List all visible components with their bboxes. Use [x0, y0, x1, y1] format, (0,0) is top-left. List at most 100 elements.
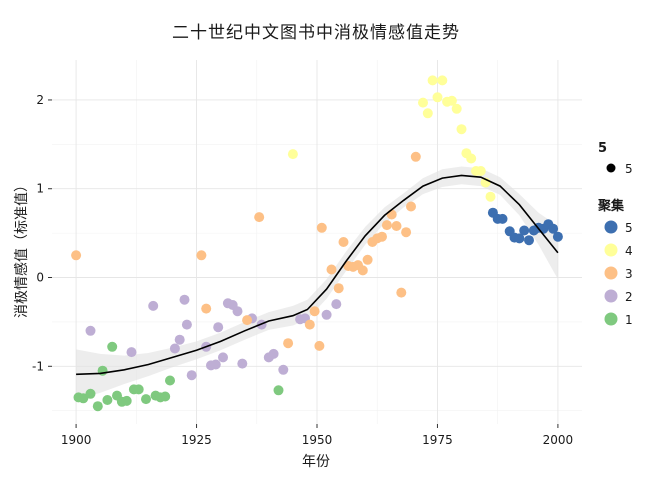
data-point-cluster-4	[418, 97, 428, 108]
data-point-cluster-3	[333, 283, 344, 294]
data-points	[71, 75, 563, 412]
data-point-cluster-1	[160, 391, 171, 402]
data-point-cluster-4	[451, 103, 462, 114]
data-point-cluster-2	[321, 309, 332, 320]
data-point-cluster-5	[524, 235, 534, 246]
data-point-cluster-1	[141, 394, 151, 405]
y-tick-label: -1	[32, 359, 44, 373]
chart-title: 二十世纪中文图书中消极情感值走势	[172, 23, 460, 43]
data-point-cluster-4	[437, 75, 448, 86]
data-point-cluster-5	[548, 223, 559, 234]
data-point-cluster-1	[85, 388, 96, 399]
data-point-cluster-5	[519, 225, 530, 236]
data-point-cluster-3	[391, 221, 402, 231]
data-point-cluster-3	[381, 220, 392, 231]
data-point-cluster-2	[148, 300, 159, 311]
data-point-cluster-3	[386, 209, 397, 220]
data-point-cluster-5	[514, 233, 525, 244]
legend-cluster-key	[604, 243, 618, 257]
data-point-cluster-1	[107, 341, 118, 352]
data-point-cluster-3	[201, 303, 212, 314]
data-point-cluster-2	[331, 299, 342, 310]
data-point-cluster-2	[169, 343, 180, 354]
data-point-cluster-5	[497, 213, 508, 224]
data-point-cluster-3	[196, 250, 207, 261]
x-tick-label: 2000	[543, 433, 574, 447]
legend-size-title: 5	[598, 141, 607, 156]
data-point-cluster-2	[85, 325, 96, 336]
data-point-cluster-3	[338, 237, 349, 247]
data-point-cluster-1	[165, 375, 175, 386]
legend-cluster-label: 1	[625, 313, 633, 327]
data-point-cluster-3	[254, 212, 265, 223]
legend-cluster-label: 3	[625, 267, 633, 281]
x-tick-label: 1925	[181, 433, 212, 447]
y-tick-label: 1	[36, 182, 44, 196]
legend-cluster-label: 5	[625, 221, 633, 235]
x-tick-label: 1975	[422, 433, 453, 447]
x-tick-label: 1900	[61, 433, 92, 447]
data-point-cluster-4	[475, 166, 486, 176]
data-point-cluster-2	[181, 319, 192, 330]
data-point-cluster-5	[552, 231, 563, 242]
data-point-cluster-2	[174, 334, 185, 345]
legend-cluster-label: 4	[625, 244, 633, 258]
data-point-cluster-4	[287, 149, 298, 160]
legend-cluster-key	[604, 289, 618, 303]
legend-cluster-key	[604, 312, 618, 326]
data-point-cluster-2	[186, 370, 197, 381]
data-point-cluster-1	[121, 395, 132, 406]
data-point-cluster-3	[304, 319, 315, 330]
data-point-cluster-3	[326, 264, 337, 275]
y-axis-title: 消极情感值（标准值）	[13, 178, 30, 318]
x-tick-label: 1950	[302, 433, 333, 447]
legend-size-label: 5	[625, 162, 633, 176]
data-point-cluster-3	[396, 287, 407, 298]
data-point-cluster-3	[406, 201, 416, 212]
data-point-cluster-3	[71, 250, 82, 261]
data-point-cluster-3	[316, 222, 327, 233]
data-point-cluster-4	[456, 124, 467, 135]
legend-cluster-label: 2	[625, 290, 633, 304]
data-point-cluster-2	[210, 359, 221, 370]
data-point-cluster-3	[362, 254, 373, 265]
data-point-cluster-2	[213, 322, 224, 333]
data-point-cluster-2	[179, 294, 190, 305]
data-point-cluster-3	[242, 315, 253, 326]
x-axis: 1900 1925 1950 1975 2000	[61, 424, 573, 447]
data-point-cluster-4	[466, 153, 477, 164]
data-point-cluster-1	[92, 401, 103, 412]
data-point-cluster-1	[273, 385, 284, 396]
data-point-cluster-3	[401, 227, 412, 238]
data-point-cluster-3	[309, 306, 320, 317]
data-point-cluster-1	[78, 393, 89, 404]
data-point-cluster-2	[126, 347, 137, 358]
x-axis-title: 年份	[302, 454, 330, 470]
data-point-cluster-3	[410, 151, 421, 162]
data-point-cluster-3	[357, 265, 368, 276]
y-axis: -1 0 1 2	[32, 93, 52, 373]
data-point-cluster-2	[268, 348, 279, 359]
legend-cluster-key	[604, 220, 618, 234]
smooth-confidence-band	[76, 166, 558, 400]
data-point-cluster-3	[314, 340, 325, 351]
data-point-cluster-4	[485, 191, 496, 202]
legend-cluster-key	[604, 266, 618, 280]
legend-size-key	[606, 163, 616, 173]
data-point-cluster-3	[283, 338, 294, 349]
data-point-cluster-4	[427, 75, 438, 86]
data-point-cluster-1	[102, 395, 113, 405]
y-tick-label: 0	[36, 271, 44, 285]
data-point-cluster-4	[446, 95, 457, 106]
y-tick-label: 2	[36, 93, 44, 107]
data-point-cluster-2	[232, 306, 243, 317]
data-point-cluster-2	[218, 352, 228, 363]
data-point-cluster-2	[237, 358, 248, 369]
data-point-cluster-3	[377, 231, 387, 242]
data-point-cluster-2	[278, 364, 289, 375]
data-point-cluster-4	[422, 108, 433, 119]
grid	[52, 60, 582, 424]
data-point-cluster-4	[432, 92, 443, 103]
legend-cluster-title: 聚集	[597, 198, 625, 214]
